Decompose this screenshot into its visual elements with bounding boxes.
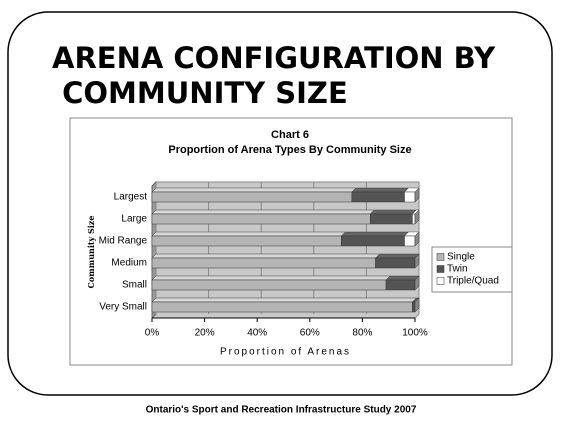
y-tick-label: Mid Range [99, 236, 148, 247]
y-axis-title: Community Size [86, 216, 96, 289]
bar-top [369, 209, 417, 215]
bar-face [370, 213, 413, 225]
bar [385, 275, 420, 291]
x-tick-label: 40% [247, 328, 267, 339]
bar-face [151, 301, 413, 313]
legend-label: Triple/Quad [447, 276, 499, 287]
x-tick-label: 20% [195, 328, 215, 339]
bar [151, 253, 381, 269]
bar-face [412, 213, 416, 225]
legend-label: Twin [447, 264, 468, 275]
bar-end [414, 187, 420, 203]
bar [369, 209, 417, 225]
x-axis-title: Proportion of Arenas [220, 347, 350, 358]
bar-face [341, 235, 405, 247]
bar [151, 297, 417, 313]
bar [151, 275, 391, 291]
bar-face [351, 191, 405, 203]
bar-top [340, 231, 410, 237]
bar [151, 231, 346, 247]
y-tick-label: Large [121, 214, 147, 225]
chart-title: Chart 6 [271, 129, 309, 141]
legend-swatch [436, 253, 445, 261]
legend-swatch [436, 277, 445, 285]
legend-label: Single [447, 252, 475, 263]
bar-end [414, 275, 420, 291]
bar-face [151, 279, 387, 291]
plot-floor [151, 180, 157, 320]
y-tick-label: Small [122, 280, 147, 291]
bar-top [374, 253, 420, 259]
bar-top [151, 275, 391, 281]
bar-top [151, 297, 417, 303]
bar-end [414, 231, 420, 247]
bar-face [151, 191, 353, 203]
bar-top [151, 231, 346, 237]
bar [374, 253, 420, 269]
x-tick-label: 0% [145, 328, 160, 339]
slide-title: ARENA CONFIGURATION BY COMMUNITY SIZE [52, 41, 496, 110]
bar-top [151, 209, 375, 215]
bar-top [351, 187, 410, 193]
chart-subtitle: Proportion of Arena Types By Community S… [168, 144, 411, 156]
bar-face [385, 279, 416, 291]
bar-end [414, 253, 420, 269]
bar-end [414, 209, 420, 225]
bar-face [412, 301, 416, 313]
y-tick-label: Very Small [99, 302, 147, 313]
bar-face [404, 235, 416, 247]
x-tick-label: 100% [402, 328, 428, 339]
bar [151, 187, 357, 203]
bar-top [385, 275, 420, 281]
chart-frame [69, 117, 513, 366]
plot-wall [151, 181, 420, 319]
y-tick-label: Largest [114, 192, 148, 203]
bar-top [151, 253, 381, 259]
bar [151, 209, 375, 225]
y-tick-label: Medium [111, 258, 147, 269]
footer: Ontario's Sport and Recreation Infrastru… [146, 405, 417, 416]
chart-clip: Proportion of Arenas [220, 347, 350, 358]
bar-top [151, 187, 357, 193]
legend-swatch [436, 265, 445, 273]
x-tick-label: 60% [300, 328, 320, 339]
bar-face [151, 257, 376, 269]
bar-end [414, 297, 420, 313]
bar-face [375, 257, 416, 269]
legend [431, 246, 513, 293]
bar-face [151, 213, 371, 225]
bar-face [151, 235, 342, 247]
plot: 0% 20% 40% 60% 80% 100% Largest Large Mid Range M… [99, 180, 428, 339]
bar-face [404, 191, 416, 203]
bar [340, 231, 410, 247]
x-tick-label: 80% [352, 328, 372, 339]
bar [351, 187, 410, 203]
